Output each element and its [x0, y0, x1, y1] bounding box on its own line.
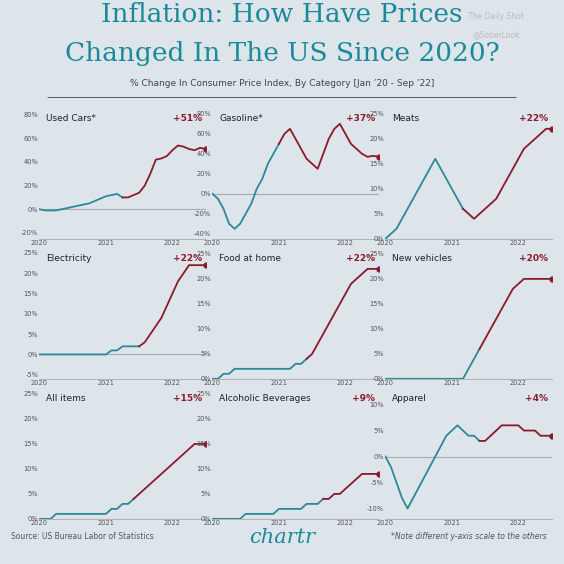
Text: Inflation: How Have Prices: Inflation: How Have Prices [102, 2, 462, 27]
Text: +20%: +20% [519, 254, 548, 263]
Text: +9%: +9% [352, 394, 375, 403]
Text: Electricity: Electricity [46, 254, 91, 263]
Text: Meats: Meats [392, 114, 419, 123]
Text: % Change In Consumer Price Index, By Category [Jan ’20 - Sep ’22]: % Change In Consumer Price Index, By Cat… [130, 79, 434, 88]
Text: +4%: +4% [525, 394, 548, 403]
Text: New vehicles: New vehicles [392, 254, 452, 263]
Text: chartr: chartr [249, 528, 315, 547]
Text: Food at home: Food at home [219, 254, 281, 263]
Text: +15%: +15% [173, 394, 202, 403]
Text: Used Cars*: Used Cars* [46, 114, 96, 123]
Text: Gasoline*: Gasoline* [219, 114, 263, 123]
Text: Apparel: Apparel [392, 394, 427, 403]
Text: The Daily Shot: The Daily Shot [468, 12, 525, 21]
Text: +22%: +22% [519, 114, 548, 123]
Text: @SoberLook: @SoberLook [473, 30, 520, 39]
Text: Changed In The US Since 2020?: Changed In The US Since 2020? [65, 41, 499, 65]
Text: All items: All items [46, 394, 86, 403]
Text: +22%: +22% [346, 254, 375, 263]
Text: +37%: +37% [346, 114, 375, 123]
Text: *Note different y-axis scale to the others: *Note different y-axis scale to the othe… [391, 532, 547, 541]
Text: +51%: +51% [173, 114, 202, 123]
Text: Source: US Bureau Labor of Statistics: Source: US Bureau Labor of Statistics [11, 532, 154, 541]
Text: +22%: +22% [173, 254, 202, 263]
Text: Alcoholic Beverages: Alcoholic Beverages [219, 394, 311, 403]
